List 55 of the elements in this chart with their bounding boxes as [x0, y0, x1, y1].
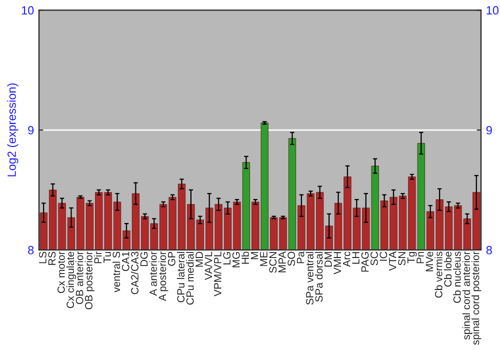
- x-tick-label: CA1: [122, 252, 130, 272]
- y-tick-label: 8: [28, 246, 34, 254]
- x-tick-label: Hb: [241, 252, 249, 264]
- x-tick-label: CA2/CA3: [130, 252, 138, 294]
- x-tick-label: A anterior: [149, 251, 157, 296]
- x-tick-label: Cx cingulate: [66, 252, 76, 308]
- y-axis-title: Log2 (expression): [7, 84, 18, 176]
- x-tick-label: GP: [168, 252, 176, 266]
- x-tick-label: IC: [380, 252, 388, 261]
- x-tick-label: Arc: [343, 252, 350, 267]
- x-tick-label: SPa ventral: [306, 252, 314, 305]
- x-tick-label: CPu lateral: [176, 252, 185, 302]
- x-tick-label: M: [250, 252, 258, 260]
- x-tick-label: SN: [398, 252, 406, 266]
- x-tick-label: Cb vermis: [434, 252, 442, 298]
- x-tick-label: Tu: [104, 252, 111, 263]
- x-tick-label: VMH: [334, 252, 341, 274]
- x-tick-label: spinal cord posterior: [472, 251, 482, 345]
- x-tick-label: Pir: [94, 251, 102, 264]
- x-tick-label: CPu medial: [186, 252, 194, 305]
- x-tick-label: SC: [370, 252, 378, 266]
- x-tick-label: Pn: [416, 252, 424, 264]
- x-tick-label: MVe: [426, 252, 434, 272]
- x-tick-label: MG: [232, 252, 240, 268]
- x-tick-label: Cb nucleus: [453, 252, 461, 303]
- x-tick-label: LS: [39, 252, 46, 264]
- x-tick-label: LG: [223, 252, 231, 264]
- x-tick-label: Cx motor: [57, 251, 65, 294]
- x-tick-label: DG: [140, 252, 148, 266]
- x-tick-label: A posterior: [158, 251, 168, 302]
- x-tick-label: MD: [196, 252, 203, 267]
- x-tick-label: OB anterior: [76, 251, 84, 304]
- x-tick-label: ventral S: [112, 252, 120, 292]
- x-tick-label: Cb lobe: [444, 252, 452, 287]
- y2-tick-label: 8: [486, 246, 492, 254]
- x-tick-label: MPA: [278, 251, 286, 272]
- x-tick-label: PAG: [361, 252, 369, 272]
- x-tick-label: VA/VL: [204, 252, 212, 280]
- y2-tick-label: 9: [486, 126, 492, 134]
- x-tick-label: spinal cord anterior: [462, 251, 472, 340]
- x-tick-label: RS: [48, 252, 56, 265]
- y2-tick-label: 10: [486, 6, 499, 15]
- y-tick-label: 9: [28, 126, 34, 134]
- x-tick-label: Pa: [296, 251, 304, 264]
- x-tick-label: SCN: [269, 252, 277, 273]
- x-tick-label: VPM/VPL: [214, 252, 222, 296]
- x-tick-label: SO: [288, 252, 296, 266]
- x-tick-label: DM: [324, 252, 332, 267]
- x-tick-label: OB posterior: [84, 251, 94, 310]
- x-tick-label: SPa dorsal: [315, 252, 323, 302]
- x-tick-label: VTA: [389, 251, 396, 271]
- x-tick-label: ME: [260, 252, 268, 266]
- y-tick-label: 10: [22, 6, 34, 15]
- x-tick-label: Tg: [407, 252, 417, 264]
- x-tick-label: LH: [352, 252, 360, 264]
